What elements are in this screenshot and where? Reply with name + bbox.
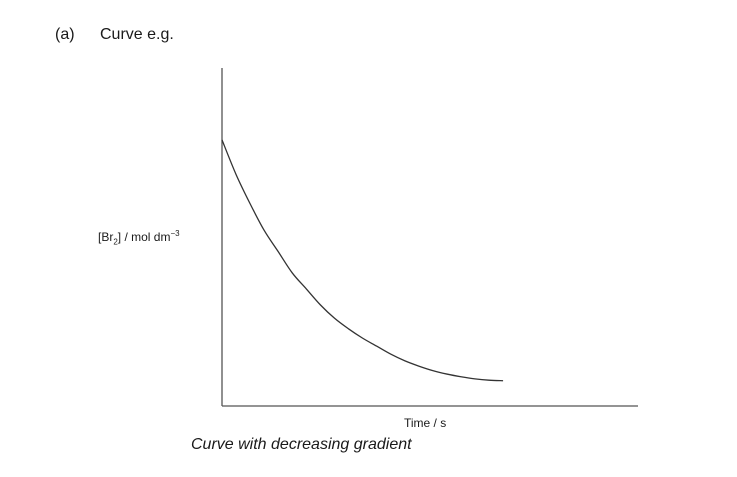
y-axis-label-main: [Br xyxy=(98,230,114,244)
y-axis-label: [Br2] / mol dm−3 xyxy=(98,229,180,247)
concentration-curve xyxy=(221,139,504,382)
answer-heading: Curve e.g. xyxy=(100,26,174,43)
y-axis-label-subscript: 2 xyxy=(113,237,118,247)
question-part-label: (a) xyxy=(55,26,75,43)
y-axis-label-superscript: −3 xyxy=(170,229,180,238)
chart-caption: Curve with decreasing gradient xyxy=(191,436,412,453)
x-axis-label: Time / s xyxy=(404,416,447,430)
y-axis-label-units: ] / mol dm xyxy=(117,230,171,244)
